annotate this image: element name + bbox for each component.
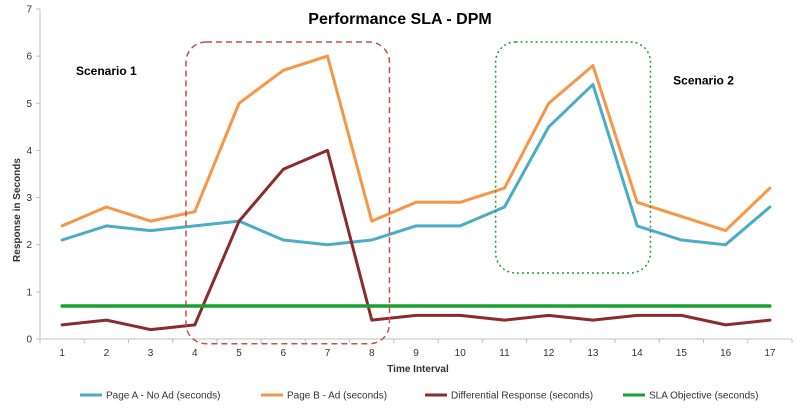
legend-label-1: Page A - No Ad (seconds) bbox=[106, 391, 221, 402]
y-tick-label: 4 bbox=[26, 146, 32, 157]
y-tick-label: 3 bbox=[26, 193, 32, 204]
series-group bbox=[60, 54, 772, 332]
series-line-3 bbox=[60, 148, 772, 332]
x-tick-label: 12 bbox=[543, 348, 555, 359]
highlight-region-1 bbox=[185, 41, 391, 345]
y-tick-label: 2 bbox=[26, 240, 32, 251]
highlight-regions bbox=[185, 41, 652, 345]
y-tick-label: 6 bbox=[26, 52, 32, 63]
x-axis-title: Time Interval bbox=[387, 364, 449, 375]
x-tick-label: 11 bbox=[499, 348, 510, 359]
legend-label-4: SLA Objective (seconds) bbox=[649, 391, 759, 402]
x-tick-label: 3 bbox=[148, 348, 154, 359]
x-tick-label: 2 bbox=[104, 348, 110, 359]
x-tick-label: 16 bbox=[720, 348, 732, 359]
x-tick-label: 13 bbox=[587, 348, 599, 359]
y-tick-label: 0 bbox=[26, 335, 32, 346]
x-tick-label: 17 bbox=[764, 348, 776, 359]
x-axis-ticks: 1 2 3 4 5 6 7 8 9 10 11 12 13 14 15 16 17 bbox=[39, 339, 793, 359]
annotation-scenario-1: Scenario 1 bbox=[76, 64, 137, 78]
y-tick-label: 5 bbox=[26, 99, 32, 110]
y-tick-label: 7 bbox=[26, 5, 32, 16]
x-tick-label: 6 bbox=[281, 348, 287, 359]
annotation-scenario-2: Scenario 2 bbox=[673, 73, 734, 87]
legend: Page A - No Ad (seconds) Page B - Ad (sec… bbox=[80, 391, 759, 402]
x-tick-label: 15 bbox=[676, 348, 688, 359]
x-tick-label: 14 bbox=[632, 348, 644, 359]
x-tick-label: 1 bbox=[59, 348, 65, 359]
series-line-1 bbox=[60, 82, 772, 247]
annotations: Scenario 1 Scenario 2 bbox=[76, 64, 734, 87]
chart-title: Performance SLA - DPM bbox=[308, 11, 491, 28]
x-tick-label: 8 bbox=[369, 348, 375, 359]
x-tick-label: 5 bbox=[236, 348, 242, 359]
x-tick-label: 7 bbox=[325, 348, 331, 359]
x-tick-label: 10 bbox=[455, 348, 467, 359]
y-axis-ticks: 0 1 2 3 4 5 6 7 bbox=[26, 5, 40, 346]
y-axis-title: Response in Seconds bbox=[12, 158, 23, 262]
highlight-region-2 bbox=[494, 41, 652, 274]
series-line-2 bbox=[60, 54, 772, 233]
x-tick-label: 9 bbox=[413, 348, 419, 359]
legend-label-2: Page B - Ad (seconds) bbox=[287, 391, 387, 402]
y-tick-label: 1 bbox=[26, 287, 32, 298]
x-tick-label: 4 bbox=[192, 348, 198, 359]
legend-label-3: Differential Response (seconds) bbox=[451, 391, 593, 402]
